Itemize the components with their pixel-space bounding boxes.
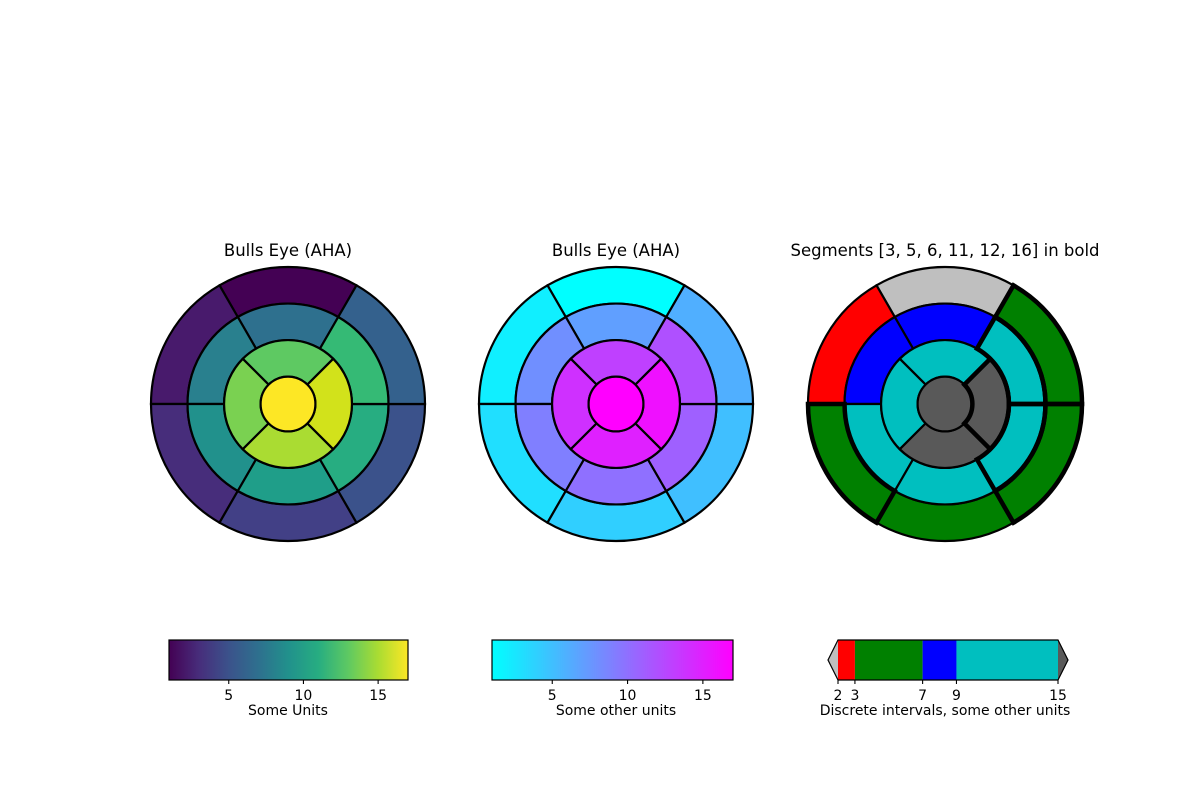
colorbar-tick-label: 15	[1049, 688, 1067, 704]
segment-3-bold-border	[805, 401, 898, 526]
colorbar-bar	[491, 639, 734, 681]
colorbar-label: Discrete intervals, some other units	[819, 703, 1071, 719]
colorbar-tick-label: 9	[952, 688, 961, 704]
plot-title: Segments [3, 5, 6, 11, 12, 16] in bold	[790, 241, 1100, 260]
bullseye-chart-2	[477, 265, 755, 543]
colorbar-tick-label: 3	[850, 688, 859, 704]
bullseye-chart-1	[149, 265, 427, 543]
colorbar-tick-label: 15	[694, 688, 712, 704]
colorbar-interval-3	[922, 640, 957, 680]
segment-16-bold-border	[961, 355, 1012, 453]
plot-title: Bulls Eye (AHA)	[223, 241, 353, 260]
colorbar-interval-4	[956, 640, 1058, 680]
colorbar-interval-1	[838, 640, 855, 680]
colorbar-2: 5 10 15	[491, 639, 734, 704]
segment-17	[259, 375, 317, 433]
colorbar-tick-label: 7	[918, 688, 927, 704]
colorbar-tick-label: 5	[548, 688, 557, 704]
colorbar-tick-label: 10	[619, 688, 637, 704]
colorbar-1: 5 10 15	[168, 639, 409, 704]
bullseye-chart-3	[805, 265, 1085, 543]
colorbar-over-arrow	[1058, 640, 1068, 680]
colorbar-under-arrow	[828, 640, 838, 680]
colorbar-tick-label: 2	[834, 688, 843, 704]
colorbar-interval-2	[854, 640, 923, 680]
colorbar-label: Some Units	[248, 703, 328, 719]
colorbar-tick-label: 5	[224, 688, 233, 704]
colorbar-tick-label: 10	[295, 688, 313, 704]
plot-title: Bulls Eye (AHA)	[551, 241, 681, 260]
segment-17	[587, 375, 645, 433]
colorbar-label: Some other units	[555, 703, 677, 719]
colorbar-3: 2 3 7 9 15	[827, 639, 1069, 704]
colorbar-tick-label: 15	[369, 688, 387, 704]
colorbar-bar	[168, 639, 409, 681]
